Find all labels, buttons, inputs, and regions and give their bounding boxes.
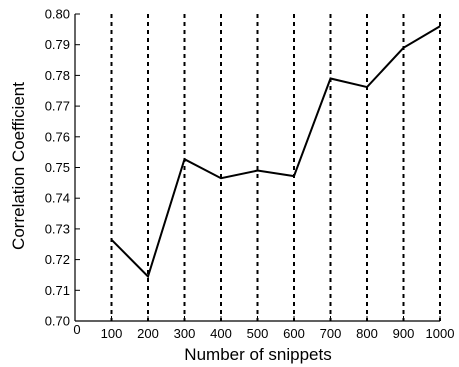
- y-tick-label: 0.73: [45, 221, 70, 236]
- x-tick-label: 900: [393, 326, 415, 341]
- x-tick-label: 200: [137, 326, 159, 341]
- y-tick-label: 0.79: [45, 37, 70, 52]
- x-tick-label: 1000: [426, 326, 455, 341]
- x-axis-label: Number of snippets: [184, 345, 331, 364]
- x-tick-label: 500: [247, 326, 269, 341]
- y-tick-label: 0.76: [45, 129, 70, 144]
- x-tick-label: 600: [283, 326, 305, 341]
- plot-area: 0.70 0.71 0.72 0.73 0.74 0.75 0.76 0.77 0.78 0.79…: [45, 7, 455, 342]
- x-tick-label: 800: [356, 326, 378, 341]
- y-tick-label: 0.70: [45, 314, 70, 329]
- x-tick-label: 100: [101, 326, 123, 341]
- y-tick-label: 0.74: [45, 191, 70, 206]
- y-tick-label: 0.72: [45, 252, 70, 267]
- y-axis-label: Correlation Coefficient: [9, 82, 28, 250]
- x-tick-label: 0: [73, 322, 80, 337]
- y-tick-label: 0.77: [45, 99, 70, 114]
- y-tick-label: 0.75: [45, 160, 70, 175]
- x-tick-label: 300: [174, 326, 196, 341]
- y-tick-label: 0.78: [45, 68, 70, 83]
- series-line: [110, 25, 441, 279]
- x-tick-label: 700: [320, 326, 342, 341]
- x-tick-label: 400: [210, 326, 232, 341]
- y-tick-label: 0.80: [45, 7, 70, 22]
- y-tick-label: 0.71: [45, 283, 70, 298]
